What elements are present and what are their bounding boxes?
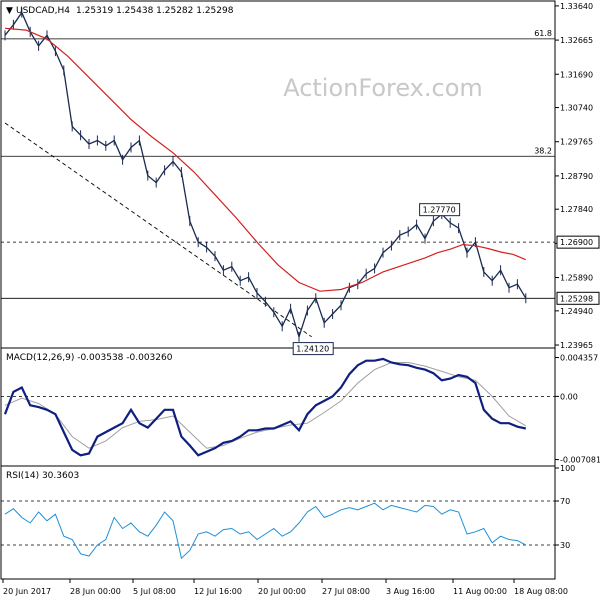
rsi-line (4, 502, 527, 560)
macd-layer: 0.004357 0.00 -0.007081 (1, 354, 600, 465)
x-tick-label: 5 Jul 08:00 (133, 587, 176, 596)
moving-average-line (4, 27, 527, 292)
x-tick-label: 27 Jul 08:00 (322, 587, 370, 596)
trendline (4, 122, 312, 338)
price-y-tick-label: 1.23965 (560, 341, 593, 350)
macd-signal-line (4, 362, 527, 449)
level-box-label: 1.26900 (560, 238, 593, 247)
rsi-y-tick-label: 30 (560, 541, 570, 550)
x-tick-label: 20 Jun 2017 (3, 587, 51, 596)
price-y-tick-label: 1.28790 (560, 172, 593, 181)
fib-level-label: 61.8 (534, 29, 552, 38)
x-tick-label: 3 Aug 16:00 (386, 587, 435, 596)
rsi-panel-frame (0, 465, 556, 580)
x-axis: 20 Jun 2017 28 Jun 00:00 5 Jul 08:00 12 Jul… (2, 579, 568, 596)
annotation-box (292, 342, 334, 356)
price-y-tick-label: 1.24940 (560, 307, 593, 316)
level-box (556, 291, 600, 305)
price-y-tick-label: 1.33640 (560, 2, 593, 11)
macd-y-tick-label: 0.00 (560, 392, 578, 401)
price-title: USDCAD,H4 (16, 6, 70, 16)
rsi-y-tick-label: 70 (560, 497, 570, 506)
price-y-tick-label: 1.30740 (560, 104, 593, 113)
macd-y-tick-label: -0.007081 (560, 456, 600, 465)
x-tick-label: 18 Aug 08:00 (514, 587, 568, 596)
rsi-y-tick-label: 100 (560, 464, 575, 473)
macd-panel-frame (0, 347, 556, 467)
x-tick-label: 11 Aug 00:00 (453, 587, 507, 596)
price-y-tick-label: 1.27840 (560, 205, 593, 214)
price-y-tick-label: 1.31690 (560, 70, 593, 79)
rsi-layer: 100 70 30 (1, 464, 575, 560)
annotation-label: 1.27770 (423, 206, 456, 215)
price-panel-frame (0, 0, 556, 349)
rsi-title: RSI(14) 30.3603 (6, 471, 79, 481)
price-y-tick-label: 1.32665 (560, 36, 593, 45)
price-y-tick-label: 1.25890 (560, 274, 593, 283)
price-layer: 1.33640 1.32665 1.31690 1.30740 1.29765 1.287… (1, 2, 600, 356)
watermark-text: ActionForex.com (283, 74, 483, 102)
annotation-label: 1.24120 (296, 345, 329, 354)
price-ohlc: 1.25319 1.25438 1.25282 1.25298 (76, 6, 234, 16)
price-title-icon: ▼ (6, 6, 13, 16)
fib-level-label: 38.2 (534, 146, 552, 155)
macd-line (3, 357, 527, 457)
price-series-line (4, 11, 527, 340)
macd-title: MACD(12,26,9) -0.003538 -0.003260 (6, 353, 173, 363)
macd-y-tick-label: 0.004357 (560, 354, 598, 363)
level-box-label: 1.25298 (560, 294, 593, 303)
x-tick-label: 28 Jun 00:00 (70, 587, 121, 596)
price-y-tick-label: 1.29765 (560, 138, 593, 147)
x-tick-label: 20 Jul 00:00 (258, 587, 306, 596)
x-tick-label: 12 Jul 16:00 (194, 587, 242, 596)
level-box (556, 235, 600, 249)
annotation-box (419, 203, 461, 217)
